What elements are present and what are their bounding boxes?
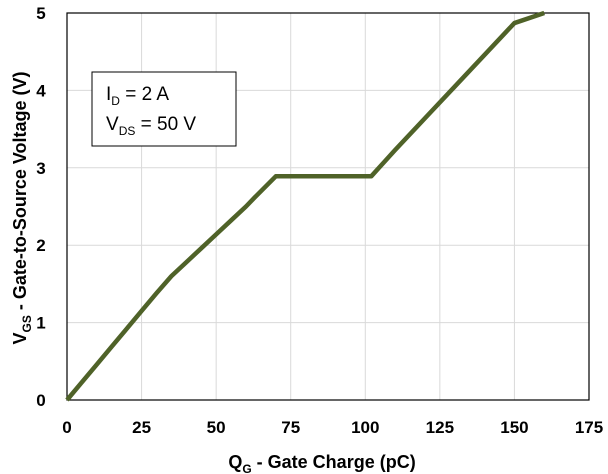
annotation-box xyxy=(91,71,237,147)
annotation-voltage: VDS = 50 V xyxy=(106,114,196,138)
series-line xyxy=(65,10,545,402)
annotation-current: ID = 2 A xyxy=(106,84,169,108)
x-tick-label: 75 xyxy=(281,418,300,437)
x-axis-title: QG - Gate Charge (pC) xyxy=(228,452,415,474)
y-tick-label: 0 xyxy=(36,391,45,410)
y-tick-label: 1 xyxy=(36,314,45,333)
x-tick-label: 25 xyxy=(132,418,151,437)
y-tick-label: 4 xyxy=(36,81,46,100)
x-tick-label: 125 xyxy=(426,418,454,437)
y-tick-label: 5 xyxy=(36,4,45,23)
x-tick-label: 0 xyxy=(62,418,71,437)
x-tick-label: 175 xyxy=(575,418,603,437)
x-tick-label: 150 xyxy=(500,418,528,437)
y-axis-title: VGS - Gate-to-Source Voltage (V) xyxy=(10,71,34,344)
x-tick-label: 50 xyxy=(207,418,226,437)
y-tick-labels: 0 1 2 3 4 5 xyxy=(36,4,46,410)
plot-area-border xyxy=(66,12,590,401)
y-tick-label: 2 xyxy=(36,236,45,255)
y-tick-label: 3 xyxy=(36,159,45,178)
x-tick-labels: 0 25 50 75 100 125 150 175 xyxy=(62,418,603,437)
x-tick-label: 100 xyxy=(351,418,379,437)
